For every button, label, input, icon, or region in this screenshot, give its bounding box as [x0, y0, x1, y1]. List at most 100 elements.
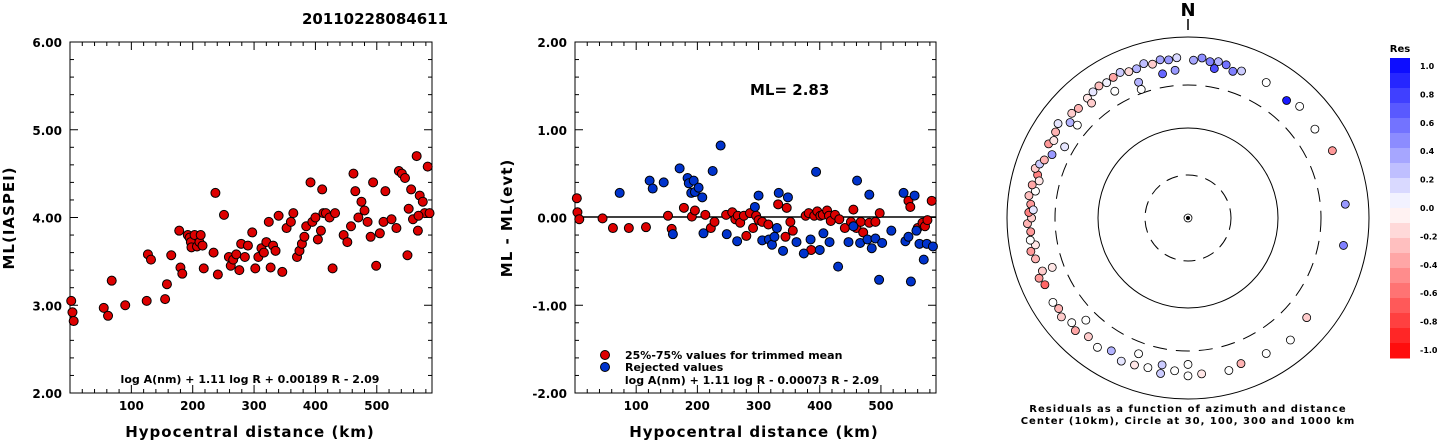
polar-data-point	[1070, 326, 1080, 336]
polar-data-point	[1108, 72, 1118, 82]
plot1-data-point	[348, 168, 359, 179]
plot-ml-residual: 100 200 300 400 500 -2.00 -1.00 0.00 1.00 2.00 M…	[498, 36, 938, 441]
plot2-trimmed-point	[597, 213, 608, 224]
plot2-x-ticks: 100 200 300 400 500	[586, 42, 931, 413]
plot1-formula: log A(nm) + 1.11 log R + 0.00189 R - 2.0…	[121, 373, 380, 386]
plot1-points	[66, 151, 435, 327]
plot1-data-point	[412, 225, 423, 236]
plot2-rejected-point	[848, 221, 859, 232]
plot1-data-point	[285, 216, 296, 227]
polar-data-point	[1072, 120, 1082, 130]
colorbar-cell	[1390, 283, 1410, 299]
plot1-data-point	[219, 209, 230, 220]
plot2-rejected-point	[805, 234, 816, 245]
plot2-rejected-point	[778, 245, 789, 256]
polar-data-point	[1172, 53, 1182, 63]
plot1-data-point	[400, 173, 411, 184]
plot2-trimmed-point	[870, 216, 881, 227]
plot2-y-tick-label: -1.00	[532, 299, 567, 313]
colorbar-cell	[1390, 328, 1410, 344]
plot2-rejected-point	[749, 201, 760, 212]
colorbar-cell	[1390, 208, 1410, 224]
polar-data-point	[1054, 304, 1064, 313]
plot1-data-point	[413, 210, 424, 221]
plot2-rejected-point	[814, 244, 825, 255]
plot2-x-tick-label: 200	[685, 399, 710, 413]
polar-data-point	[1087, 98, 1096, 108]
colorbar-tick-label: -0.8	[1420, 318, 1437, 327]
polar-plot: N Residuals as a function of azimuth and…	[1006, 0, 1370, 427]
polar-data-point	[1197, 369, 1207, 379]
polar-data-point	[1213, 57, 1223, 67]
plot2-rejected-point	[791, 237, 802, 248]
plot2-rejected-point	[707, 165, 718, 176]
plot1-data-point	[424, 208, 435, 219]
plot1-y-ticks: 2.00 3.00 4.00 5.00 6.00	[32, 36, 432, 401]
polar-data-point	[1134, 349, 1143, 359]
plot1-x-tick-label: 300	[242, 399, 267, 413]
polar-data-point	[1295, 101, 1305, 111]
polar-data-point	[1261, 78, 1271, 87]
plot1-data-point	[141, 295, 152, 306]
colorbar-tick-label: -0.2	[1420, 232, 1437, 241]
plot2-trimmed-point	[663, 210, 674, 221]
plot1-data-point	[315, 225, 326, 236]
plot1-data-point	[197, 240, 208, 251]
colorbar-ticks: 1.0 0.8 0.6 0.4 0.2 0.0 -0.2 -0.4 -0.6 -0.8 -1.0	[1420, 62, 1437, 355]
plot2-trimmed-point	[780, 231, 791, 242]
polar-data-point	[1110, 86, 1120, 96]
colorbar-cell	[1390, 103, 1410, 119]
polar-data-point	[1115, 68, 1125, 77]
polar-data-point	[1236, 359, 1246, 368]
plot1-data-point	[160, 294, 171, 305]
plot2-trimmed-point	[571, 193, 582, 204]
plot1-data-point	[371, 260, 382, 271]
plot2-x-tick-label: 400	[807, 399, 832, 413]
polar-data-point	[1148, 59, 1157, 69]
plot1-x-tick-label: 100	[119, 399, 144, 413]
plot2-rejected-point	[798, 248, 809, 259]
plot2-rejected-point	[674, 163, 685, 174]
polar-data-point	[1102, 78, 1112, 88]
plot2-rejected-point	[658, 177, 669, 188]
plot1-data-point	[359, 205, 370, 216]
plot1-data-point	[239, 251, 250, 262]
colorbar-tick-label: 0.8	[1420, 90, 1435, 99]
plot2-y-tick-label: 2.00	[537, 36, 567, 50]
circle-300km	[1054, 84, 1322, 352]
plot1-data-point	[299, 231, 310, 242]
plot1-data-point	[353, 212, 364, 223]
circle-100km	[1097, 127, 1279, 309]
plot1-data-point	[106, 275, 117, 286]
plot1-data-point	[265, 262, 276, 273]
plot1-data-point	[417, 196, 428, 207]
colorbar-cell	[1390, 148, 1410, 164]
plot2-rejected-point	[771, 223, 782, 234]
plot2-trimmed-point	[773, 199, 784, 210]
plot-ml-iaspei: 100 200 300 400 500 2.00 3.00 4.00 5.00 6.00 log…	[0, 36, 435, 441]
plot1-data-point	[277, 266, 288, 277]
plot2-rejected-point	[898, 187, 909, 198]
plot1-data-point	[66, 295, 77, 306]
plot2-x-axis-label: Hypocentral distance (km)	[629, 423, 879, 441]
polar-data-point	[1088, 87, 1098, 97]
plot1-data-point	[263, 216, 274, 227]
legend-red-label: 25%-75% values for trimmed mean	[625, 349, 842, 362]
polar-data-point	[1025, 235, 1035, 245]
polar-data-point	[1047, 150, 1057, 159]
plot1-data-point	[374, 228, 385, 239]
plot1-data-point	[362, 216, 373, 227]
polar-data-point	[1048, 298, 1058, 307]
plot2-trimmed-point	[574, 214, 585, 225]
plot1-data-point	[317, 184, 328, 195]
plot2-x-tick-label: 100	[624, 399, 649, 413]
plot1-data-point	[288, 208, 299, 219]
polar-data-point	[1158, 69, 1167, 79]
colorbar: Res 1.0 0.8 0.6 0.4 0.2 0.0 -0.2 -0.4 -0.6 -0.8 -1…	[1390, 44, 1437, 359]
plot1-x-tick-label: 500	[364, 399, 389, 413]
legend-blue-label: Rejected values	[625, 361, 724, 374]
plot2-rejected-point	[918, 254, 929, 265]
polar-data-point	[1209, 64, 1219, 73]
